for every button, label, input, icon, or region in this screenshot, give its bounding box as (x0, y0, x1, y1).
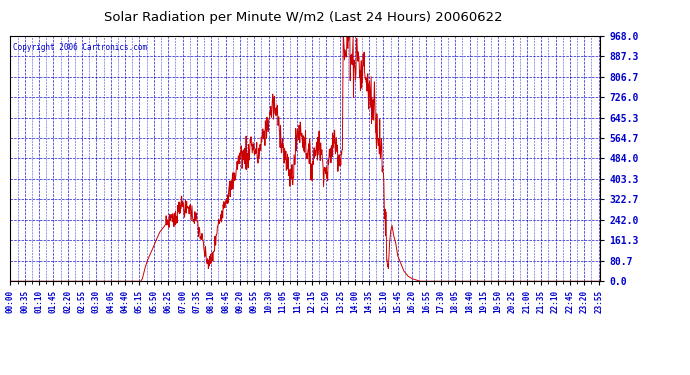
Text: Copyright 2006 Cartronics.com: Copyright 2006 Cartronics.com (13, 43, 148, 52)
Text: Solar Radiation per Minute W/m2 (Last 24 Hours) 20060622: Solar Radiation per Minute W/m2 (Last 24… (104, 11, 503, 24)
